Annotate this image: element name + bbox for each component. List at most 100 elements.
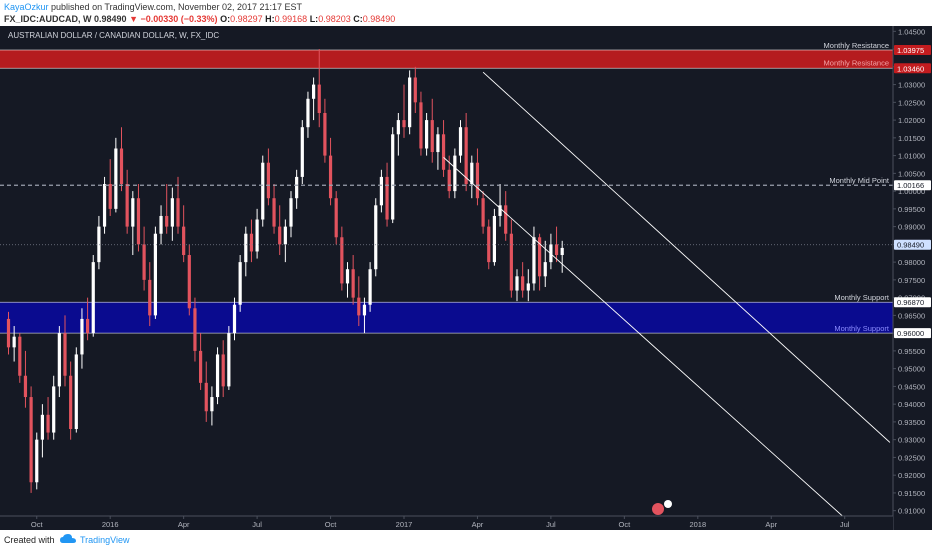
candle bbox=[413, 66, 417, 113]
candle bbox=[283, 219, 287, 263]
candle-body bbox=[515, 276, 519, 291]
x-tick-label: Apr bbox=[472, 520, 484, 529]
chart-area[interactable]: 1.045001.040001.035001.030001.025001.020… bbox=[0, 26, 932, 550]
price-tag-resistance-bottom[interactable]: 1.03460 bbox=[894, 63, 931, 74]
y-tick-label: 0.91500 bbox=[898, 489, 925, 498]
tradingview-brand[interactable]: TradingView bbox=[80, 535, 130, 545]
candle-body bbox=[102, 184, 107, 227]
candle bbox=[385, 162, 389, 227]
candle-body bbox=[391, 134, 395, 220]
candle bbox=[232, 297, 237, 341]
tradingview-cloud-icon bbox=[60, 534, 76, 543]
candle-body bbox=[69, 375, 73, 430]
candle bbox=[69, 361, 73, 440]
high-label: H: bbox=[265, 14, 275, 24]
candle bbox=[441, 120, 446, 177]
candle-body bbox=[170, 198, 174, 227]
chart-background bbox=[0, 26, 932, 530]
ohlc-line: FX_IDC:AUDCAD, W 0.98490 ▼ −0.00330 (−0.… bbox=[4, 14, 395, 24]
support-zone[interactable] bbox=[0, 302, 893, 334]
y-tick-label: 0.92500 bbox=[898, 453, 925, 462]
candle bbox=[328, 137, 333, 206]
candle bbox=[351, 255, 355, 305]
candle bbox=[317, 49, 321, 128]
channel-lower-line[interactable] bbox=[443, 157, 890, 550]
price-tag-resistance-top[interactable]: 1.03975 bbox=[894, 44, 931, 55]
candle-body bbox=[165, 215, 169, 227]
candle-body bbox=[12, 336, 16, 348]
candle-body bbox=[63, 333, 67, 376]
candle-body bbox=[323, 112, 327, 156]
candle-body bbox=[492, 215, 496, 263]
price-tag-support-bottom[interactable]: 0.96000 bbox=[894, 328, 931, 339]
candle bbox=[340, 226, 344, 291]
time-axis[interactable] bbox=[0, 516, 893, 530]
candle-body bbox=[385, 176, 389, 220]
candle-body bbox=[176, 198, 180, 227]
y-tick-label: 1.02000 bbox=[898, 116, 925, 125]
candle bbox=[136, 184, 141, 252]
y-tick-label: 0.91000 bbox=[898, 507, 925, 516]
symbol-label: FX_IDC:AUDCAD, W bbox=[4, 14, 92, 24]
resistance-label-top: Monthly Resistance bbox=[824, 41, 889, 50]
events-badge[interactable] bbox=[652, 500, 672, 515]
candle-body bbox=[266, 162, 270, 199]
candle bbox=[498, 184, 502, 227]
candle-body bbox=[193, 308, 197, 351]
candle bbox=[165, 184, 169, 234]
candle bbox=[91, 255, 95, 337]
footer: Created with TradingView bbox=[0, 530, 932, 550]
candle bbox=[425, 112, 429, 156]
candle bbox=[458, 120, 463, 163]
candle-body bbox=[289, 198, 293, 227]
price-tag-mid-point[interactable]: 1.00166 bbox=[894, 180, 931, 191]
candle-body bbox=[340, 237, 344, 284]
author-link[interactable]: KayaOzkur bbox=[4, 2, 49, 12]
candle bbox=[374, 198, 378, 277]
candle-body bbox=[148, 279, 152, 316]
candle-body bbox=[317, 84, 321, 113]
x-tick-label: Apr bbox=[765, 520, 777, 529]
candle-body bbox=[453, 155, 457, 192]
candle-body bbox=[227, 333, 231, 387]
candle-body bbox=[35, 439, 39, 483]
price-tag-last[interactable]: 0.98490 bbox=[894, 239, 931, 250]
channel-upper-line[interactable] bbox=[482, 71, 891, 443]
candle bbox=[52, 375, 56, 440]
candle bbox=[475, 148, 480, 206]
candle bbox=[6, 311, 11, 355]
price-change: ▼ −0.00330 (−0.33%) bbox=[129, 14, 218, 24]
candle-body bbox=[312, 84, 316, 99]
y-tick-label: 1.01000 bbox=[898, 152, 925, 161]
candle bbox=[323, 98, 327, 163]
candle bbox=[210, 386, 214, 426]
close-value: 0.98490 bbox=[362, 14, 396, 24]
candle bbox=[187, 244, 191, 316]
price-tag-text: 0.98490 bbox=[897, 241, 924, 250]
close-label: C: bbox=[353, 14, 363, 24]
x-tick-label: Oct bbox=[31, 520, 44, 529]
candle-body bbox=[57, 333, 61, 387]
price-axis[interactable] bbox=[893, 26, 932, 530]
candle bbox=[300, 120, 304, 185]
resistance-label-bottom: Monthly Resistance bbox=[824, 58, 889, 67]
y-tick-label: 1.00000 bbox=[898, 187, 925, 196]
candle bbox=[379, 169, 383, 213]
candle-body bbox=[86, 318, 90, 334]
y-tick-label: 0.97500 bbox=[898, 276, 925, 285]
price-tag-support-top[interactable]: 0.96870 bbox=[894, 297, 931, 308]
candle-body bbox=[187, 255, 191, 309]
price-chart[interactable]: 1.045001.040001.035001.030001.025001.020… bbox=[0, 26, 932, 550]
candle-body bbox=[80, 318, 84, 355]
candle-body bbox=[29, 397, 33, 483]
candle bbox=[102, 176, 107, 234]
resistance-zone[interactable] bbox=[0, 49, 893, 69]
price-tag-text: 0.96000 bbox=[897, 329, 924, 338]
candle bbox=[289, 191, 293, 238]
candle-body bbox=[278, 226, 282, 245]
x-tick-label: Jul bbox=[840, 520, 850, 529]
price-tag-background bbox=[894, 180, 931, 191]
candle-body bbox=[374, 205, 378, 270]
candle bbox=[74, 347, 78, 433]
low-label: L: bbox=[309, 14, 319, 24]
